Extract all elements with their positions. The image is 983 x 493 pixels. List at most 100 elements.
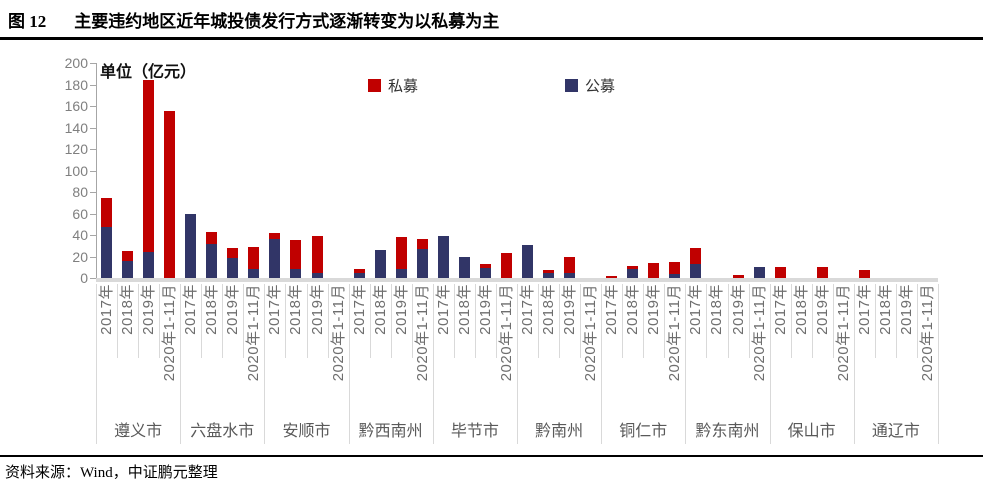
bar-segment-public-offering: [669, 273, 681, 278]
x-axis-year-label: 2020年1-11月: [497, 284, 515, 382]
bar-segment-public-offering: [143, 252, 155, 278]
x-axis-year-label: 2020年1-11月: [413, 284, 431, 382]
slot-separator: [159, 284, 161, 358]
group-separator: [938, 284, 939, 444]
x-axis-line: [96, 278, 938, 282]
bar-segment-public-offering: [269, 239, 281, 278]
slot-separator: [916, 284, 918, 358]
x-axis-year-label: 2017年: [771, 284, 789, 335]
bar-segment-public-offering: [416, 248, 428, 278]
bar-segment-private-placement: [606, 275, 618, 278]
slot-separator: [790, 284, 792, 358]
x-axis-year-label: 2018年: [876, 284, 894, 335]
bar-segment-private-placement: [290, 240, 302, 270]
bar-segment-private-placement: [479, 264, 491, 269]
city-group-label: 安顺市: [282, 423, 331, 440]
x-axis-year-label: 2020年1-11月: [834, 284, 852, 382]
bar-segment-public-offering: [458, 256, 470, 278]
bar-segment-private-placement: [353, 269, 365, 273]
bar-segment-public-offering: [206, 243, 218, 278]
bar-segment-public-offering: [290, 269, 302, 278]
x-axis-year-label: 2018年: [287, 284, 305, 335]
x-axis-year-label: 2020年1-11月: [245, 284, 263, 382]
x-axis-year-label: 2017年: [266, 284, 284, 335]
bar-segment-public-offering: [374, 250, 386, 278]
y-axis-tick-label: 20: [72, 248, 88, 265]
slot-separator: [411, 284, 413, 358]
city-group-label: 六盘水市: [190, 423, 255, 440]
figure-title: 图 12 主要违约地区近年城投债发行方式逐渐转变为以私募为主: [8, 7, 978, 32]
x-axis-year-label: 2019年: [224, 284, 242, 335]
slot-separator: [895, 284, 897, 358]
slot-separator: [243, 284, 245, 358]
slot-separator: [643, 284, 645, 358]
x-axis-year-label: 2019年: [561, 284, 579, 335]
slot-separator: [222, 284, 224, 358]
x-axis-year-label: 2018年: [203, 284, 221, 335]
legend-label-private: 私募: [388, 77, 419, 95]
legend-label-public: 公募: [585, 77, 616, 95]
slot-separator: [664, 284, 666, 358]
city-group-label: 通辽市: [871, 423, 920, 440]
bar-segment-private-placement: [143, 80, 155, 253]
group-separator: [264, 284, 266, 444]
bar-segment-public-offering: [627, 269, 639, 278]
bar-segment-public-offering: [101, 227, 113, 278]
group-separator: [517, 284, 518, 444]
bar-segment-public-offering: [753, 267, 765, 278]
x-axis-year-label: 2019年: [140, 284, 158, 335]
y-axis-tick-label: 0: [80, 270, 88, 286]
bar-segment-public-offering: [522, 244, 534, 278]
slot-separator: [706, 284, 708, 358]
city-group-label: 保山市: [787, 423, 836, 440]
bar-segment-private-placement: [858, 270, 870, 278]
y-axis-tick-label: 160: [64, 98, 88, 114]
x-axis-year-label: 2020年1-11月: [582, 284, 600, 382]
group-separator: [96, 284, 97, 444]
x-axis-year-label: 2017年: [350, 284, 368, 335]
y-axis-tick-label: 60: [72, 205, 88, 222]
bar-segment-public-offering: [122, 260, 134, 278]
slot-separator: [495, 284, 497, 358]
x-axis-year-label: 2019年: [476, 284, 494, 335]
x-axis-year-label: 2019年: [729, 284, 747, 335]
y-axis-tick-label: 100: [64, 162, 88, 179]
group-separator: [180, 284, 182, 444]
city-group-label: 毕节市: [450, 423, 499, 440]
legend-item-private-placement: 私募: [368, 77, 419, 95]
x-axis-year-label: 2018年: [371, 284, 389, 335]
slot-separator: [201, 284, 203, 358]
bar-segment-public-offering: [353, 272, 365, 278]
axis-unit-label: 单位（亿元）: [100, 64, 197, 81]
x-axis-year-label: 2020年1-11月: [750, 284, 768, 382]
slot-separator: [138, 284, 140, 358]
y-axis-line: [96, 63, 97, 281]
bar-segment-public-offering: [479, 268, 491, 278]
slot-separator: [748, 284, 750, 358]
city-group-label: 铜仁市: [619, 423, 668, 440]
y-axis-tick-mark: [90, 63, 96, 64]
bar-segment-public-offering: [395, 269, 407, 278]
bar-segment-private-placement: [227, 247, 239, 258]
x-axis-year-label: 2017年: [519, 284, 537, 335]
y-axis-tick-mark: [90, 235, 96, 236]
group-separator: [432, 284, 434, 444]
bar-segment-private-placement: [543, 270, 555, 273]
bar-segment-public-offering: [248, 269, 260, 278]
bar-segment-private-placement: [500, 253, 512, 278]
y-axis-tick-label: 180: [64, 76, 88, 93]
source-note: 资料来源：Wind，中证鹏元整理: [5, 465, 218, 481]
legend-swatch-private: [368, 78, 381, 92]
bar-segment-public-offering: [227, 257, 239, 278]
slot-separator: [390, 284, 392, 358]
x-axis-year-label: 2017年: [434, 284, 452, 335]
slot-separator: [832, 284, 834, 358]
x-axis-year-label: 2017年: [603, 284, 621, 335]
bar-segment-public-offering: [185, 213, 197, 278]
bar-segment-public-offering: [564, 272, 576, 278]
group-separator: [769, 284, 771, 444]
bar-segment-private-placement: [395, 237, 407, 270]
y-axis-tick-mark: [90, 106, 96, 107]
group-separator: [601, 284, 603, 444]
